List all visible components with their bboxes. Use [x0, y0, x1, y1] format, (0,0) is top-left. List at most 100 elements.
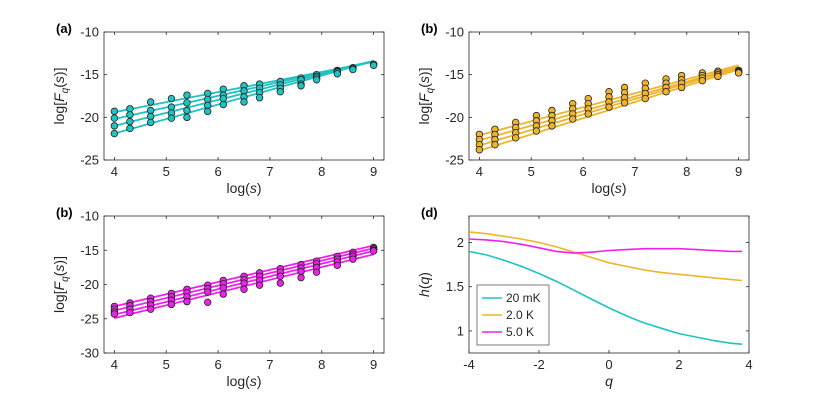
y-tick-label: -10 — [80, 209, 99, 224]
data-point-line4 — [698, 76, 707, 85]
data-point-line4 — [349, 255, 357, 263]
x-tick-label: 4 — [476, 164, 483, 179]
x-tick-label: 6 — [579, 164, 586, 179]
y-tick-label: -25 — [80, 311, 99, 326]
panel-label: (b) — [56, 205, 73, 220]
panel-b2: 4 5 6 7 8 9 -10 -15 -20 -25 -30 (b) log(s) log[Fq(s)] — [51, 205, 385, 389]
series-line-2.0-K — [468, 231, 743, 282]
data-point-line4 — [641, 94, 649, 103]
panel-label: (b) — [421, 21, 438, 36]
legend-entry: 2.0 K — [506, 308, 534, 322]
data-point-line4 — [204, 107, 212, 116]
data-point-line2 — [110, 114, 119, 122]
y-tick-label: -15 — [80, 243, 99, 258]
data-point-line1 — [183, 91, 191, 99]
data-point-line4 — [204, 298, 212, 307]
data-point-line4 — [605, 103, 613, 111]
data-point-line4 — [219, 100, 227, 109]
legend-entry: 20 mK — [506, 291, 541, 305]
y-tick-label: 1 — [457, 323, 464, 338]
data-point-line1 — [146, 98, 155, 106]
x-tick-label: 9 — [370, 164, 377, 179]
x-axis-label: log(s) — [226, 373, 261, 389]
panel-b1: 4 5 6 7 8 9 -10 -15 -20 -25 (b) log(s) log[Fq(s)] — [416, 21, 750, 196]
x-tick-label: 9 — [370, 357, 377, 372]
y-axis-label: log[Fq(s)] — [416, 68, 436, 125]
data-point-line4 — [167, 114, 176, 122]
legend-entry: 5.0 K — [506, 325, 534, 339]
data-point-line3 — [219, 284, 227, 292]
data-point-line4 — [146, 118, 155, 127]
y-axis-label: log[Fq(s)] — [51, 256, 71, 313]
x-tick-label: 2 — [675, 357, 682, 372]
data-point-line2 — [126, 111, 134, 119]
data-point-line4 — [297, 82, 305, 90]
data-point-line4 — [333, 70, 342, 78]
x-tick-label: 6 — [214, 164, 221, 179]
x-tick-label: 4 — [745, 357, 752, 372]
data-point-line4 — [276, 88, 284, 96]
x-tick-label: 7 — [266, 357, 273, 372]
y-tick-label: -20 — [445, 110, 464, 125]
x-tick-label: 5 — [528, 164, 535, 179]
data-point-line2 — [183, 99, 191, 107]
data-point-line4 — [548, 122, 556, 130]
x-tick-label: 4 — [111, 357, 118, 372]
x-axis-label: log(s) — [226, 180, 261, 196]
data-point-line4 — [183, 113, 191, 122]
y-tick-label: 1.5 — [446, 279, 464, 294]
data-point-line4 — [620, 99, 629, 107]
y-tick-label: -20 — [80, 110, 99, 125]
x-axis-label: log(s) — [591, 180, 626, 196]
data-point-line4 — [475, 146, 484, 154]
data-point-line4 — [255, 281, 264, 289]
y-tick-label: -20 — [80, 277, 99, 292]
x-tick-label: 8 — [318, 357, 325, 372]
panel-label: (a) — [56, 21, 72, 36]
x-tick-label: 5 — [163, 164, 170, 179]
y-tick-label: -15 — [80, 67, 99, 82]
data-point-line4 — [110, 310, 119, 318]
data-point-line4 — [276, 279, 284, 287]
data-point-line3 — [297, 267, 305, 276]
data-point-line4 — [511, 134, 520, 142]
data-point-line4 — [312, 76, 321, 84]
x-tick-label: 6 — [214, 357, 221, 372]
data-point-line4 — [349, 65, 357, 74]
data-point-line4 — [312, 268, 321, 276]
panel-d: -4 -2 0 2 4 1 1.5 2 (d) q h(q) 20 mK 2.0 K 5.0 K — [416, 205, 753, 389]
x-axis-label: q — [605, 373, 613, 389]
x-tick-label: -2 — [533, 357, 545, 372]
panel-label: (d) — [421, 205, 438, 220]
data-point-line3 — [276, 272, 284, 280]
x-tick-label: 8 — [683, 164, 690, 179]
data-point-line3 — [204, 288, 212, 296]
x-tick-label: 7 — [266, 164, 273, 179]
y-tick-label: -10 — [445, 25, 464, 40]
y-tick-label: -25 — [80, 153, 99, 168]
x-tick-label: -4 — [463, 357, 475, 372]
data-point-line4 — [584, 110, 592, 118]
data-point-line4 — [569, 115, 577, 123]
x-tick-label: 5 — [163, 357, 170, 372]
data-point-line4 — [240, 98, 248, 106]
data-point-line4 — [126, 124, 134, 133]
data-point-line4 — [146, 305, 155, 313]
data-point-line4 — [219, 290, 227, 298]
series-line-20-mK — [468, 250, 743, 345]
y-tick-label: -15 — [445, 67, 464, 82]
data-point-line4 — [532, 127, 541, 135]
x-tick-label: 4 — [111, 164, 118, 179]
data-point-line4 — [333, 261, 342, 270]
data-point-line1 — [110, 107, 119, 116]
y-tick-label: -30 — [80, 346, 99, 361]
data-point-line4 — [677, 83, 686, 92]
data-point-line3 — [126, 117, 134, 126]
x-tick-label: 0 — [605, 357, 612, 372]
data-point-line4 — [297, 273, 305, 282]
data-point-line4 — [183, 297, 191, 306]
data-point-line3 — [240, 279, 248, 287]
data-point-line4 — [491, 140, 499, 149]
data-point-line3 — [183, 106, 191, 115]
